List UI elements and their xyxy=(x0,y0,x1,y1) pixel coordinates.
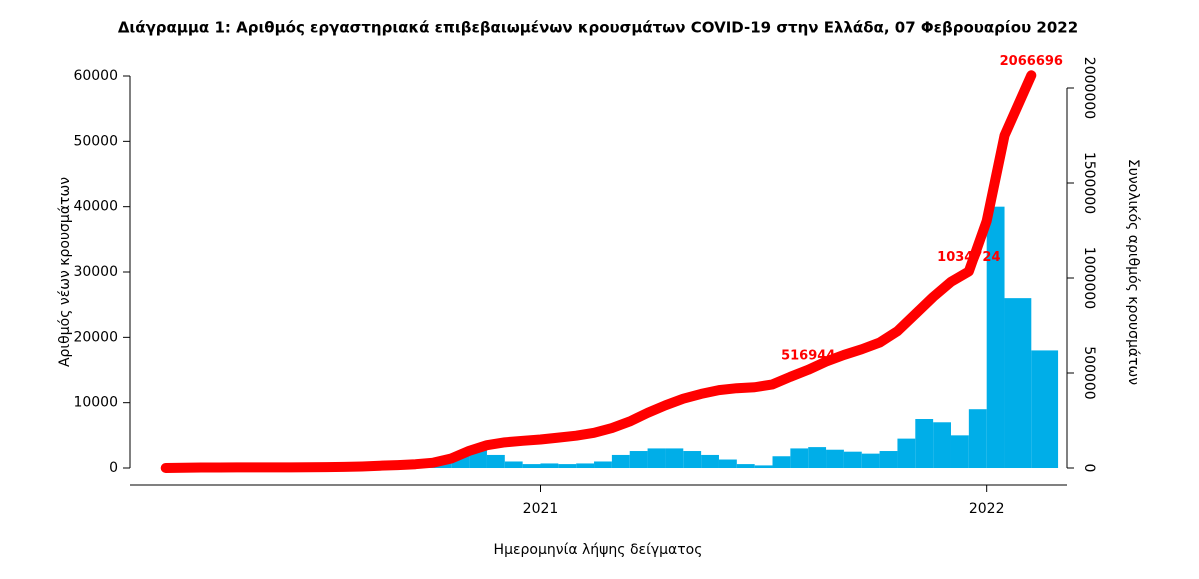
bar xyxy=(718,459,737,469)
bar xyxy=(486,454,505,469)
y-axis-label: Αριθμός νέων κρουσμάτων xyxy=(57,177,73,367)
bar xyxy=(451,456,470,469)
bar xyxy=(915,419,934,469)
y-tick-label: 20000 xyxy=(73,329,118,345)
bar xyxy=(861,453,880,469)
y2-axis-label: Συνολικός αριθμός κρουσμάτων xyxy=(1125,159,1141,385)
bar xyxy=(683,451,702,469)
y-tick-label: 10000 xyxy=(73,395,118,411)
bar xyxy=(1004,298,1032,469)
y2-tick-label: 500000 xyxy=(1081,346,1097,399)
bar xyxy=(843,451,862,469)
y2-tick-label: 2000000 xyxy=(1081,57,1097,119)
bar xyxy=(558,464,577,469)
annotation: 516944 xyxy=(781,348,835,363)
bar xyxy=(968,409,987,469)
bar xyxy=(665,448,684,469)
bar xyxy=(808,447,827,469)
y-tick-label: 40000 xyxy=(73,199,118,215)
bar xyxy=(879,451,898,469)
bar xyxy=(629,451,648,469)
bar xyxy=(826,449,844,469)
bar xyxy=(701,454,719,469)
bar xyxy=(576,463,595,469)
bar xyxy=(594,461,612,469)
y-tick-label: 0 xyxy=(109,460,118,476)
bar xyxy=(540,463,559,469)
x-tick-label: 2021 xyxy=(523,501,559,517)
bar xyxy=(772,456,791,469)
y-tick-label: 50000 xyxy=(73,133,118,149)
annotation: 2066696 xyxy=(1000,54,1063,69)
bar xyxy=(522,464,541,469)
y-tick-label: 30000 xyxy=(73,264,118,280)
bar xyxy=(897,438,916,469)
y-tick-label: 60000 xyxy=(73,68,118,84)
bar xyxy=(933,422,951,469)
bar xyxy=(986,206,1005,469)
chart-title: Διάγραμμα 1: Αριθμός εργαστηριακά επιβεβ… xyxy=(118,19,1078,37)
bar xyxy=(433,463,452,469)
bar xyxy=(950,435,969,469)
bar xyxy=(504,461,523,469)
bar xyxy=(736,464,755,469)
y2-tick-label: 1500000 xyxy=(1081,152,1097,214)
annotation: 1034724 xyxy=(937,250,1000,265)
bar xyxy=(790,448,809,469)
bar xyxy=(647,448,666,469)
x-axis-label: Ημερομηνία λήψης δείγματος xyxy=(494,542,703,558)
bar xyxy=(611,454,630,469)
bar xyxy=(754,465,773,469)
y2-tick-label: 0 xyxy=(1081,464,1097,473)
cumulative-line xyxy=(160,70,1037,473)
x-tick-label: 2022 xyxy=(969,501,1005,517)
y2-tick-label: 1000000 xyxy=(1081,247,1097,309)
bar xyxy=(1031,350,1059,469)
